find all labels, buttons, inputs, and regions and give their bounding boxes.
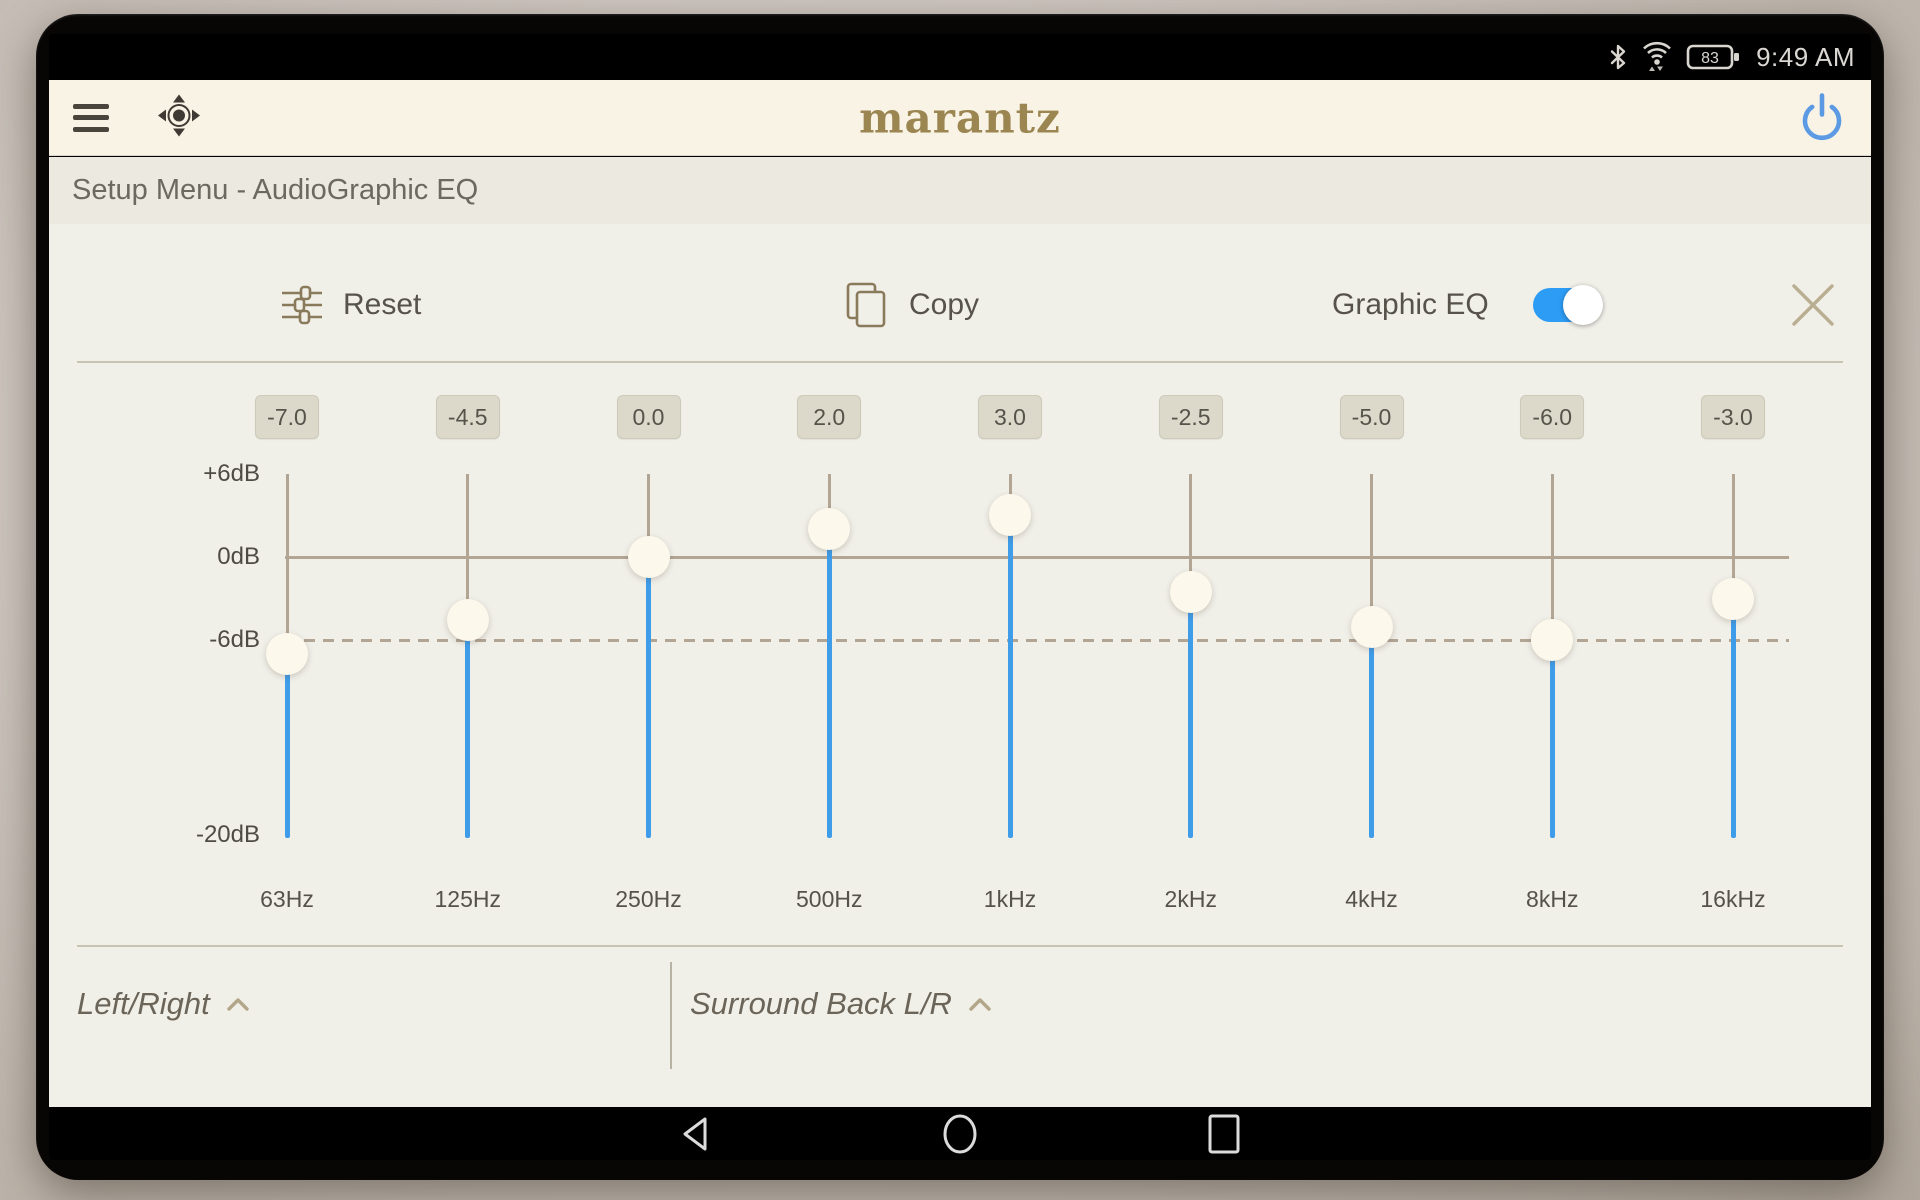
android-nav-bar [49, 1107, 1871, 1160]
eq-track-lower-16kHz[interactable] [1730, 598, 1736, 838]
eq-track-upper-4kHz[interactable] [1370, 474, 1373, 627]
nav-home-button[interactable] [932, 1107, 988, 1160]
channel-tab-label: Left/Right [77, 986, 210, 1021]
screen: 83 9:49 AM marantz [49, 34, 1871, 1160]
reset-button[interactable]: Reset [281, 264, 421, 346]
eq-track-upper-16kHz[interactable] [1731, 474, 1735, 599]
wifi-icon [1640, 41, 1674, 73]
power-button[interactable] [1795, 88, 1849, 147]
clock: 9:49 AM [1756, 41, 1855, 72]
eq-value-badge-2kHz: -2.5 [1158, 395, 1223, 439]
cursor-pad-icon[interactable] [156, 92, 202, 143]
frequency-label-125Hz: 125Hz [434, 886, 501, 912]
recents-icon [1208, 1114, 1240, 1153]
eq-slider-handle-250Hz[interactable] [627, 536, 670, 578]
battery-icon: 83 [1686, 42, 1744, 72]
frequency-label-63Hz: 63Hz [260, 886, 314, 912]
frequency-label-250Hz: 250Hz [615, 886, 682, 912]
reset-label: Reset [343, 288, 422, 321]
tablet-bezel: 83 9:49 AM marantz [36, 14, 1884, 1180]
eq-slider-handle-1kHz[interactable] [989, 494, 1031, 537]
eq-track-upper-8kHz[interactable] [1550, 474, 1554, 641]
copy-icon [846, 282, 886, 328]
channel-tab-divider [670, 962, 672, 1069]
page-title-bar: Setup Menu - AudioGraphic EQ [49, 157, 1871, 224]
channel-tab-surround-back[interactable]: Surround Back L/R [690, 986, 992, 1022]
eq-slider-handle-63Hz[interactable] [266, 633, 308, 676]
chevron-up-icon [969, 997, 991, 1011]
chevron-up-icon [227, 997, 249, 1011]
eq-value-badge-1kHz: 3.0 [978, 395, 1042, 439]
eq-value-badge-4kHz: -5.0 [1339, 395, 1404, 439]
eq-track-lower-2kHz[interactable] [1188, 591, 1194, 838]
bluetooth-icon [1608, 42, 1628, 72]
close-icon [1792, 284, 1834, 326]
eq-track-upper-125Hz[interactable] [466, 474, 470, 620]
menu-icon[interactable] [73, 103, 109, 132]
app-header: marantz [49, 80, 1871, 156]
eq-slider-handle-4kHz[interactable] [1350, 605, 1393, 648]
eq-panel: Reset Copy Graphic EQ [49, 224, 1871, 1107]
status-bar: 83 9:49 AM [49, 34, 1871, 80]
channel-tab-label: Surround Back L/R [690, 986, 952, 1021]
eq-track-lower-63Hz[interactable] [284, 654, 290, 838]
eq-slider-handle-500Hz[interactable] [808, 508, 851, 551]
back-icon [683, 1117, 707, 1150]
eq-track-lower-8kHz[interactable] [1549, 640, 1555, 838]
channel-tab-left-right[interactable]: Left/Right [77, 986, 250, 1022]
reset-sliders-icon [282, 285, 322, 325]
close-button[interactable] [1790, 264, 1836, 346]
frequency-label-4kHz: 4kHz [1345, 886, 1398, 912]
frequency-label-1kHz: 1kHz [983, 886, 1037, 912]
graphic-eq-toggle[interactable] [1532, 285, 1603, 325]
eq-track-lower-1kHz[interactable] [1007, 515, 1013, 838]
toggle-knob [1562, 285, 1603, 325]
graphic-eq-control: Graphic EQ [1332, 264, 1603, 346]
y-axis-tick-0dB: 0dB [217, 543, 260, 570]
eq-slider-handle-16kHz[interactable] [1712, 577, 1754, 620]
home-icon [943, 1114, 977, 1153]
eq-track-upper-500Hz[interactable] [827, 474, 831, 530]
eq-track-lower-4kHz[interactable] [1369, 626, 1374, 838]
y-axis-tick-+6dB: +6dB [203, 459, 260, 487]
eq-slider-handle-125Hz[interactable] [446, 598, 489, 641]
marantz-logo: marantz [859, 93, 1061, 142]
toolbar-divider [77, 361, 1843, 363]
y-axis-tick--20dB: -20dB [195, 821, 260, 848]
nav-recents-button[interactable] [1196, 1107, 1252, 1160]
frequency-label-16kHz: 16kHz [1700, 886, 1766, 912]
copy-button[interactable]: Copy [845, 264, 979, 346]
y-axis-tick--6dB: -6dB [209, 626, 260, 654]
eq-value-badge-250Hz: 0.0 [616, 395, 681, 439]
eq-track-lower-250Hz[interactable] [646, 557, 651, 838]
eq-value-badge-500Hz: 2.0 [797, 395, 862, 439]
page-title: Setup Menu - AudioGraphic EQ [72, 174, 479, 206]
eq-reference-line--6dB [285, 638, 1789, 642]
eq-track-upper-2kHz[interactable] [1189, 474, 1193, 592]
copy-label: Copy [909, 288, 980, 321]
eq-track-upper-250Hz[interactable] [647, 474, 650, 557]
frequency-label-500Hz: 500Hz [796, 886, 863, 912]
eq-slider-handle-2kHz[interactable] [1169, 570, 1212, 613]
eq-track-lower-125Hz[interactable] [465, 619, 471, 838]
frequency-label-8kHz: 8kHz [1526, 886, 1579, 912]
eq-value-badge-63Hz: -7.0 [255, 395, 319, 439]
eq-reference-line-0dB [285, 555, 1789, 559]
frequency-label-2kHz: 2kHz [1164, 886, 1217, 912]
eq-value-badge-125Hz: -4.5 [435, 395, 500, 439]
graphic-eq-label: Graphic EQ [1332, 288, 1489, 321]
nav-back-button[interactable] [667, 1107, 723, 1160]
eq-slider-handle-8kHz[interactable] [1531, 619, 1574, 662]
eq-track-upper-63Hz[interactable] [285, 474, 289, 655]
chart-bottom-divider [77, 945, 1843, 947]
battery-level: 83 [1701, 50, 1719, 67]
eq-value-badge-8kHz: -6.0 [1520, 395, 1585, 439]
eq-track-lower-500Hz[interactable] [826, 529, 832, 838]
eq-value-badge-16kHz: -3.0 [1701, 395, 1765, 439]
